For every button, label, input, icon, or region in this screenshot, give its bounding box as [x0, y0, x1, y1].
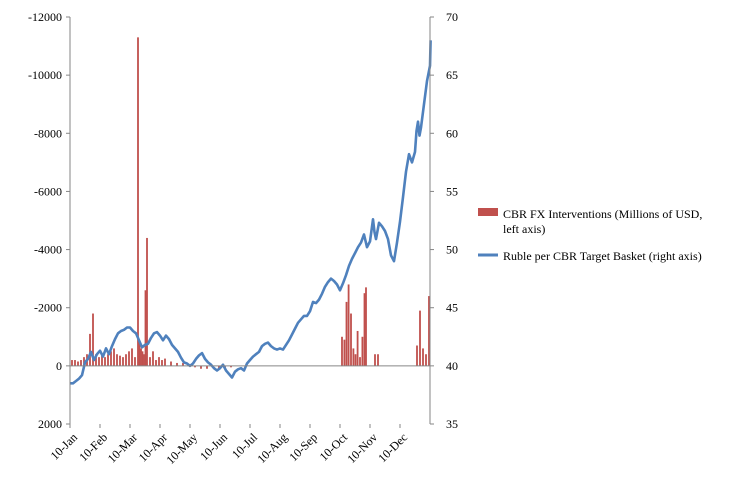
x-tick-label: 10-Feb [76, 430, 110, 464]
x-tick-label: 10-Aug [254, 430, 290, 466]
left-tick-label: -4000 [34, 243, 62, 257]
bar-intervention [74, 360, 76, 366]
bar-intervention [347, 284, 350, 366]
bar-intervention [122, 357, 124, 366]
left-tick-label: 2000 [38, 417, 62, 431]
bar-intervention [140, 348, 142, 366]
bar-intervention [361, 336, 364, 366]
bar-intervention [143, 354, 145, 366]
right-tick-label: 45 [446, 301, 458, 315]
bar-intervention [428, 296, 430, 366]
bar-intervention [182, 362, 184, 366]
bar-intervention [218, 365, 220, 369]
bar-intervention [116, 354, 118, 366]
bar-intervention [110, 351, 112, 366]
bar-intervention [113, 348, 115, 366]
line-series [70, 40, 432, 385]
bar-intervention [152, 351, 154, 366]
bar-intervention [343, 339, 346, 366]
left-tick-label: 0 [56, 359, 62, 373]
right-tick-label: 40 [446, 359, 458, 373]
bar-intervention [95, 354, 97, 366]
legend-swatch-interventions [478, 208, 498, 216]
bar-intervention [144, 290, 147, 366]
x-tick-label: 10-Jan [48, 430, 81, 463]
bar-intervention [131, 348, 133, 366]
bar-intervention [71, 360, 73, 366]
bar-intervention [149, 357, 151, 366]
bar-intervention [345, 301, 348, 366]
right-tick-label: 70 [446, 10, 458, 24]
right-tick-label: 35 [446, 417, 458, 431]
legend-label-ruble: Ruble per CBR Target Basket (right axis) [503, 249, 702, 263]
bar-intervention [416, 345, 418, 366]
bar-intervention [92, 313, 94, 366]
left-tick-label: -8000 [34, 126, 62, 140]
bar-intervention [374, 354, 376, 366]
bar-intervention [176, 362, 178, 366]
x-tick-label: 10-Jun [197, 430, 230, 463]
bar-intervention [104, 357, 106, 366]
bar-intervention [98, 357, 100, 366]
legend-label-interventions: CBR FX Interventions (Millions of USD, le… [503, 207, 702, 236]
x-tick-label: 10-Sep [286, 430, 320, 464]
bar-intervention [164, 358, 166, 366]
bar-intervention [125, 354, 127, 366]
legend: CBR FX Interventions (Millions of USD, le… [478, 207, 702, 263]
x-tick-label: 10-Nov [344, 430, 380, 466]
x-tick-label: 10-Dec [375, 430, 410, 465]
bar-intervention [161, 360, 163, 366]
bar-intervention [146, 237, 148, 366]
left-tick-label: -12000 [28, 10, 62, 24]
bar-intervention [354, 354, 357, 366]
bar-intervention [138, 342, 141, 366]
right-tick-label: 60 [446, 126, 458, 140]
bar-intervention [101, 355, 103, 366]
right-tick-label: 55 [446, 184, 458, 198]
left-tick-label: -10000 [28, 68, 62, 82]
bar-intervention [128, 351, 130, 366]
bar-intervention [137, 37, 139, 366]
bar-intervention [77, 361, 79, 366]
left-tick-label: -2000 [34, 301, 62, 315]
bar-intervention [356, 330, 359, 366]
line-ruble-basket [70, 40, 432, 385]
axes: -12000 -10000 -8000 -6000 -4000 -2000 0 2000 70 6… [28, 10, 458, 467]
bar-intervention [89, 333, 91, 366]
bar-intervention [425, 354, 427, 366]
bar-intervention [158, 357, 160, 366]
bar-intervention [230, 365, 232, 368]
bar-intervention [377, 354, 379, 366]
bar-intervention [365, 287, 367, 366]
bar-intervention [206, 365, 208, 369]
bar-intervention [200, 365, 202, 369]
left-tick-label: -6000 [34, 184, 62, 198]
bar-intervention [170, 361, 172, 366]
bar-intervention [422, 348, 424, 366]
bar-intervention [80, 360, 82, 366]
bar-series [71, 37, 430, 369]
bar-intervention [107, 354, 109, 366]
bar-intervention [419, 310, 421, 366]
bar-intervention [194, 365, 196, 368]
bar-intervention [363, 293, 366, 366]
bar-intervention [350, 313, 352, 366]
bar-intervention [141, 351, 144, 366]
bar-intervention [119, 355, 121, 366]
bar-intervention [83, 357, 85, 366]
right-tick-label: 65 [446, 68, 458, 82]
bar-intervention [341, 336, 343, 366]
x-tick-label: 10-May [163, 430, 200, 467]
x-tick-label: 10-Mar [105, 430, 140, 465]
bar-intervention [155, 360, 157, 366]
bar-intervention [352, 348, 355, 366]
bar-intervention [359, 357, 361, 366]
right-tick-label: 50 [446, 243, 458, 257]
bar-intervention [134, 357, 136, 366]
